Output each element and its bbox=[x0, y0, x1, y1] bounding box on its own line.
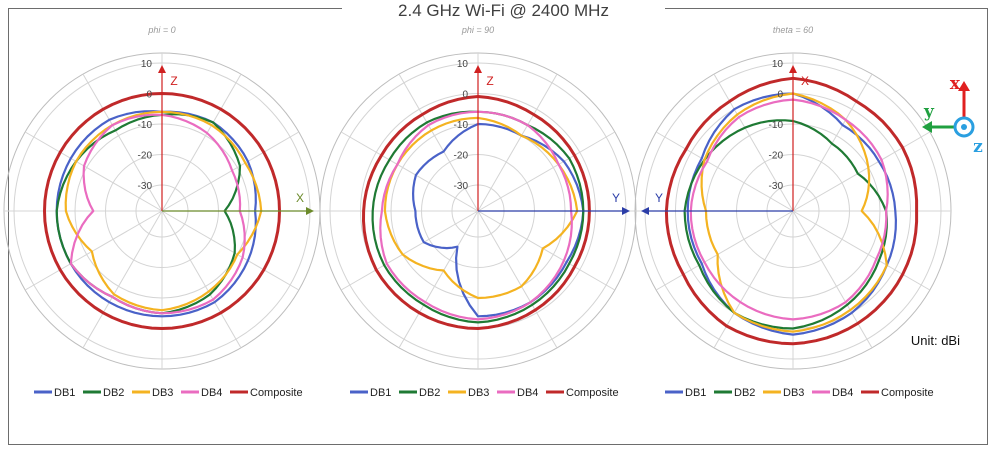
grid-spoke bbox=[477, 210, 558, 349]
series-db4 bbox=[689, 98, 889, 321]
series-db2 bbox=[371, 110, 585, 324]
panel-subtitle: phi = 90 bbox=[461, 25, 494, 35]
coord-x-arrow bbox=[958, 81, 970, 91]
radial-tick-label: -20 bbox=[769, 151, 784, 162]
radial-tick-label: 0 bbox=[146, 90, 152, 101]
grid-spoke bbox=[398, 73, 479, 212]
chart-title: 2.4 GHz Wi-Fi @ 2400 MHz bbox=[342, 0, 665, 22]
axis-right-arrow bbox=[622, 207, 630, 215]
grid-spoke bbox=[792, 131, 931, 212]
radial-tick-label: -10 bbox=[769, 120, 784, 131]
panel-subtitle: phi = 0 bbox=[147, 25, 175, 35]
radial-tick-label: -10 bbox=[138, 120, 153, 131]
grid-spoke bbox=[792, 210, 873, 349]
series-composite bbox=[43, 92, 281, 330]
grid-spoke bbox=[655, 131, 794, 212]
legend-label-composite: Composite bbox=[881, 387, 934, 399]
coord-x-label: x bbox=[950, 74, 961, 94]
grid-spoke bbox=[161, 73, 242, 212]
axis-right-label: X bbox=[296, 191, 304, 205]
series-db1 bbox=[55, 110, 257, 318]
axis-left-arrow bbox=[641, 207, 649, 215]
legend-label-db2: DB2 bbox=[734, 387, 755, 399]
legend-label-db2: DB2 bbox=[419, 387, 440, 399]
grid-spoke bbox=[477, 131, 616, 212]
axis-up-label: Z bbox=[170, 74, 177, 88]
radial-tick-label: 10 bbox=[457, 59, 469, 70]
axis-up-arrow bbox=[474, 65, 482, 73]
coord-y-label: y bbox=[923, 102, 935, 122]
radial-tick-label: -30 bbox=[769, 181, 784, 192]
legend-label-db1: DB1 bbox=[54, 387, 75, 399]
legend-label-db3: DB3 bbox=[783, 387, 804, 399]
grid-spoke bbox=[340, 210, 479, 291]
series-db4 bbox=[379, 110, 573, 321]
legend-label-db2: DB2 bbox=[103, 387, 124, 399]
grid-spoke bbox=[161, 210, 300, 291]
grid-spoke bbox=[792, 73, 873, 212]
series-db1 bbox=[686, 92, 898, 336]
series-db1 bbox=[412, 122, 585, 318]
grid-spoke bbox=[340, 131, 479, 212]
axis-up-label: Z bbox=[486, 74, 493, 88]
legend-label-db4: DB4 bbox=[832, 387, 853, 399]
radial-tick-label: 10 bbox=[141, 59, 153, 70]
grid-spoke bbox=[477, 73, 558, 212]
legend-label-db1: DB1 bbox=[685, 387, 706, 399]
unit-label: Unit: dBi bbox=[911, 333, 960, 348]
radial-tick-label: 10 bbox=[772, 59, 784, 70]
grid-spoke bbox=[477, 210, 616, 291]
axis-left-label: Y bbox=[655, 191, 663, 205]
grid-spoke bbox=[713, 73, 794, 212]
series-db3 bbox=[700, 92, 888, 333]
axis-up-arrow bbox=[789, 65, 797, 73]
coord-y-arrow bbox=[922, 121, 932, 133]
coord-z-label: z bbox=[973, 137, 983, 157]
radial-tick-label: 0 bbox=[462, 90, 468, 101]
radial-tick-label: 0 bbox=[777, 90, 783, 101]
panel-subtitle: theta = 60 bbox=[773, 25, 813, 35]
series-db3 bbox=[64, 110, 263, 312]
grid-spoke bbox=[398, 210, 479, 349]
axis-right-label: Y bbox=[612, 191, 620, 205]
legend-label-composite: Composite bbox=[566, 387, 619, 399]
radial-tick-label: -30 bbox=[138, 181, 153, 192]
grid-spoke bbox=[792, 210, 931, 291]
grid-spoke bbox=[82, 73, 163, 212]
radial-tick-label: -20 bbox=[454, 151, 469, 162]
legend-label-db4: DB4 bbox=[517, 387, 538, 399]
axis-up-arrow bbox=[158, 65, 166, 73]
coord-z-dot bbox=[961, 124, 967, 130]
series-composite bbox=[362, 95, 591, 330]
grid-spoke bbox=[24, 210, 163, 291]
grid-spoke bbox=[655, 210, 794, 291]
grid-spoke bbox=[161, 210, 242, 349]
legend-label-db3: DB3 bbox=[468, 387, 489, 399]
radial-tick-label: -10 bbox=[454, 120, 469, 131]
axis-up-label: X bbox=[801, 74, 809, 88]
legend-label-db3: DB3 bbox=[152, 387, 173, 399]
grid-spoke bbox=[82, 210, 163, 349]
axis-right-arrow bbox=[306, 207, 314, 215]
grid-spoke bbox=[161, 131, 300, 212]
series-db4 bbox=[69, 113, 246, 315]
radial-tick-label: -30 bbox=[454, 181, 469, 192]
series-composite bbox=[664, 76, 919, 346]
legend-label-composite: Composite bbox=[250, 387, 303, 399]
legend-label-db4: DB4 bbox=[201, 387, 222, 399]
grid-spoke bbox=[24, 131, 163, 212]
legend-label-db1: DB1 bbox=[370, 387, 391, 399]
radial-tick-label: -20 bbox=[138, 151, 153, 162]
